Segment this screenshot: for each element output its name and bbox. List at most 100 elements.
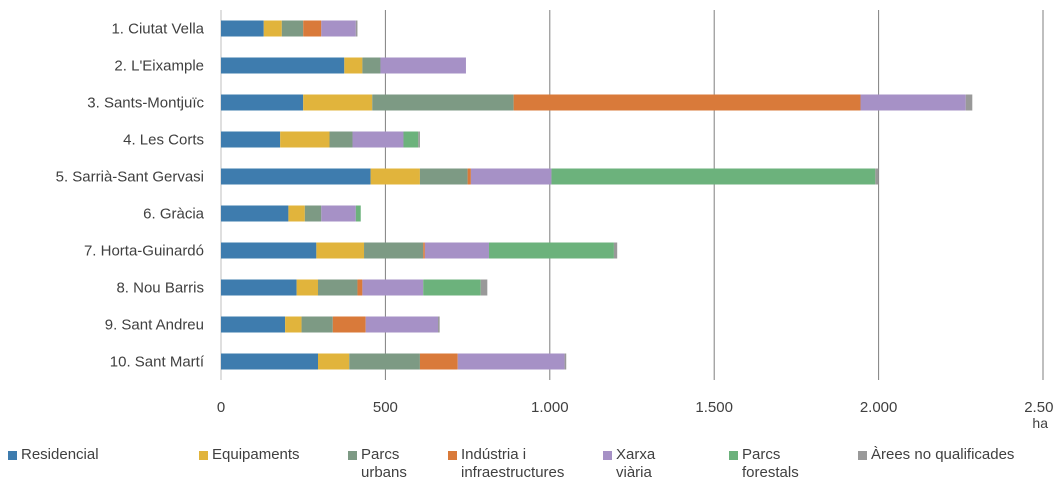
bar-segment-6-2 bbox=[288, 205, 305, 222]
legend: Residencial Equipaments Parcs urbans Indúst… bbox=[8, 446, 1054, 483]
legend-swatch bbox=[348, 451, 357, 460]
bar-segment-3-1 bbox=[221, 94, 304, 111]
bar-segment-10-2 bbox=[317, 353, 350, 370]
bar-segment-3-5 bbox=[860, 94, 966, 111]
tick-label-1500: 1.500 bbox=[695, 399, 733, 416]
bar-segment-4-1 bbox=[221, 131, 281, 148]
category-label: 6. Gràcia bbox=[143, 206, 205, 223]
bar-segment-10-1 bbox=[221, 353, 318, 370]
bar-segment-6-6 bbox=[355, 205, 361, 222]
legend-swatch bbox=[448, 451, 457, 460]
legend-swatch bbox=[729, 451, 738, 460]
bar-segment-6-3 bbox=[304, 205, 322, 222]
legend-label: Parcs forestals bbox=[742, 446, 799, 481]
legend-item: Parcs forestals bbox=[729, 446, 799, 482]
stacked-bar-chart: 1. Ciutat Vella 2. L'Eixample 3. Sants-Mon… bbox=[56, 10, 1054, 431]
bar-segment-5-2 bbox=[370, 168, 420, 185]
bar-segment-7-2 bbox=[316, 242, 365, 259]
category-label: 9. Sant Andreu bbox=[105, 317, 204, 334]
legend-label: Xarxa viària bbox=[616, 446, 656, 481]
category-label: 8. Nou Barris bbox=[116, 280, 204, 297]
category-label: 1. Ciutat Vella bbox=[111, 21, 204, 38]
category-label: 3. Sants-Montjuïc bbox=[87, 95, 204, 112]
bar-segment-5-6 bbox=[551, 168, 876, 185]
axis-unit-label: ha bbox=[1032, 415, 1048, 431]
bar-segment-8-6 bbox=[423, 279, 481, 296]
legend-label: Àrees no qualificades bbox=[871, 446, 1015, 463]
category-label: 5. Sarrià-Sant Gervasi bbox=[56, 169, 204, 186]
bar-segment-6-1 bbox=[221, 205, 289, 222]
bar-segment-5-4 bbox=[467, 168, 471, 185]
bar-segment-3-7 bbox=[965, 94, 973, 111]
bar-segment-8-4 bbox=[357, 279, 363, 296]
value-tick-labels: 0 500 1.000 1.500 2.000 2.500 bbox=[217, 399, 1054, 416]
bar-segment-8-7 bbox=[480, 279, 488, 296]
bar-segment-8-1 bbox=[221, 279, 297, 296]
bar-segment-4-7 bbox=[418, 131, 420, 148]
legend-swatch bbox=[603, 451, 612, 460]
bar-segment-3-4 bbox=[513, 94, 861, 111]
bar-segment-8-3 bbox=[317, 279, 358, 296]
legend-swatch bbox=[199, 451, 208, 460]
bar-segment-1-5 bbox=[321, 20, 356, 37]
legend-label: Indústria i infraestructures bbox=[461, 446, 565, 481]
category-label: 4. Les Corts bbox=[123, 132, 204, 149]
tick-label-500: 500 bbox=[373, 399, 398, 416]
legend-item: Indústria i infraestructures bbox=[448, 446, 564, 482]
category-label: 2. L'Eixample bbox=[114, 58, 204, 75]
bar-segment-5-5 bbox=[470, 168, 552, 185]
legend-item: Residencial bbox=[8, 446, 99, 464]
bar-segment-1-1 bbox=[221, 20, 264, 37]
bar-segment-1-2 bbox=[263, 20, 282, 37]
bar-segment-3-2 bbox=[303, 94, 373, 111]
legend-item: Àrees no qualificades bbox=[858, 446, 1014, 464]
bars bbox=[221, 20, 973, 370]
bar-segment-7-7 bbox=[613, 242, 618, 259]
bar-segment-2-5 bbox=[380, 57, 466, 74]
bar-segment-10-5 bbox=[457, 353, 565, 370]
gridlines bbox=[384, 10, 1044, 380]
bar-segment-2-2 bbox=[344, 57, 363, 74]
legend-item: Xarxa viària bbox=[603, 446, 655, 482]
bar-segment-9-5 bbox=[365, 316, 439, 333]
bar-segment-1-7 bbox=[355, 20, 358, 37]
legend-label: Residencial bbox=[21, 446, 99, 463]
category-labels: 1. Ciutat Vella 2. L'Eixample 3. Sants-Mon… bbox=[56, 21, 205, 371]
bar-segment-10-4 bbox=[419, 353, 458, 370]
legend-item: Equipaments bbox=[199, 446, 300, 464]
bar-segment-5-1 bbox=[221, 168, 371, 185]
tick-label-0: 0 bbox=[217, 399, 225, 416]
legend-label: Equipaments bbox=[212, 446, 300, 463]
bar-segment-2-1 bbox=[221, 57, 345, 74]
category-label: 10. Sant Martí bbox=[110, 354, 205, 371]
bar-segment-4-2 bbox=[280, 131, 330, 148]
tick-label-1000: 1.000 bbox=[531, 399, 569, 416]
bar-segment-9-2 bbox=[285, 316, 302, 333]
bar-segment-1-4 bbox=[303, 20, 322, 37]
bar-segment-7-4 bbox=[423, 242, 425, 259]
bar-segment-7-5 bbox=[424, 242, 489, 259]
legend-label: Parcs urbans bbox=[361, 446, 407, 481]
bar-segment-8-2 bbox=[296, 279, 318, 296]
bar-segment-9-1 bbox=[221, 316, 286, 333]
bar-segment-9-4 bbox=[332, 316, 366, 333]
bar-segment-9-7 bbox=[438, 316, 440, 333]
bar-segment-4-3 bbox=[329, 131, 353, 148]
bar-segment-1-3 bbox=[281, 20, 304, 37]
bar-segment-10-3 bbox=[349, 353, 420, 370]
bar-segment-10-7 bbox=[564, 353, 567, 370]
legend-swatch bbox=[8, 451, 17, 460]
bar-segment-7-6 bbox=[488, 242, 614, 259]
bar-segment-8-5 bbox=[362, 279, 424, 296]
tick-label-2000: 2.000 bbox=[860, 399, 898, 416]
category-label: 7. Horta-Guinardó bbox=[84, 243, 204, 260]
legend-swatch bbox=[858, 451, 867, 460]
tick-label-2500: 2.500 bbox=[1024, 399, 1054, 416]
bar-segment-4-5 bbox=[352, 131, 404, 148]
bar-segment-5-7 bbox=[875, 168, 879, 185]
bar-segment-2-3 bbox=[362, 57, 381, 74]
bar-segment-5-3 bbox=[419, 168, 468, 185]
bar-segment-3-3 bbox=[372, 94, 514, 111]
bar-segment-9-3 bbox=[301, 316, 333, 333]
bar-segment-7-1 bbox=[221, 242, 317, 259]
